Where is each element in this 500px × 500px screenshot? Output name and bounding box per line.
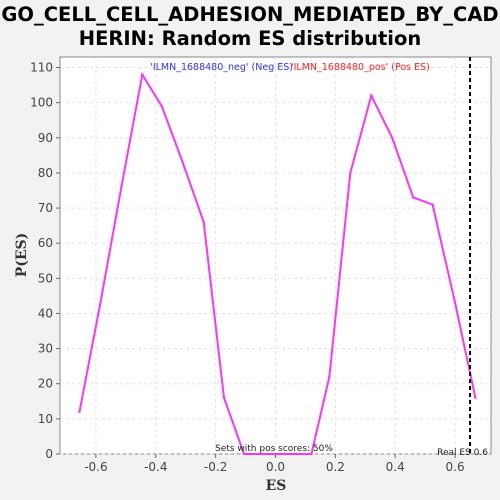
y-tick-label: 50 (38, 271, 53, 285)
series-point (181, 161, 184, 164)
series-point (78, 410, 81, 414)
series-point (370, 94, 373, 97)
y-tick-label: 90 (38, 131, 53, 145)
x-tick-label: 0.6 (446, 460, 465, 474)
pos-scores-note: Sets with pos scores: 50% (215, 444, 333, 454)
series-point (391, 136, 394, 140)
series-point (453, 301, 457, 305)
x-tick-label: 0.2 (326, 460, 345, 474)
series-group (78, 71, 477, 456)
y-tick-label: 70 (38, 201, 53, 215)
series-point (120, 185, 123, 189)
series-point (141, 73, 144, 76)
chart-title: GO_CELL_CELL_ADHESION_MEDIATED_BY_CAD HE… (0, 3, 500, 51)
series-line (78, 71, 477, 455)
chart-title-line-1: GO_CELL_CELL_ADHESION_MEDIATED_BY_CAD (1, 3, 499, 26)
y-tick-label: 0 (45, 447, 53, 461)
series-point (474, 396, 477, 399)
series-point (160, 104, 163, 108)
y-tick-label: 30 (38, 342, 53, 356)
y-tick-label: 100 (30, 96, 53, 110)
legend-neg-label: 'ILMN_1688480_neg' (Neg ES) (150, 62, 293, 73)
series-point (202, 220, 205, 224)
grid-lines (60, 57, 491, 455)
real-es-label: Real ES 0.6 (437, 448, 488, 458)
series-point (349, 171, 352, 175)
series-point (328, 375, 331, 378)
series-point (99, 301, 102, 305)
x-tick-label: -0.6 (84, 460, 107, 474)
y-tick-label: 110 (30, 61, 53, 75)
series-point (283, 452, 286, 456)
x-tick-label: 0.0 (266, 460, 285, 474)
legend-pos-label: 'ILMN_1688480_pos' (Pos ES) (291, 62, 430, 73)
y-tick-label: 80 (38, 166, 53, 180)
chart-title-line-2: HERIN: Random ES distribution (78, 27, 422, 50)
y-tick-label: 20 (38, 377, 53, 391)
series-point (411, 196, 415, 199)
series-point (262, 452, 265, 456)
x-axis-label: ES (266, 478, 287, 494)
series-point (222, 396, 226, 399)
y-tick-label: 60 (38, 236, 53, 250)
x-tick-label: -0.4 (144, 460, 167, 474)
y-tick-label: 10 (38, 412, 53, 426)
y-tick-label: 40 (38, 306, 53, 320)
x-tick-label: 0.4 (386, 460, 405, 474)
series-point (242, 452, 246, 456)
y-axis-label: P(ES) (14, 233, 30, 278)
x-tick-label: -0.2 (204, 460, 227, 474)
series-point (431, 203, 434, 206)
series-point (310, 452, 313, 456)
